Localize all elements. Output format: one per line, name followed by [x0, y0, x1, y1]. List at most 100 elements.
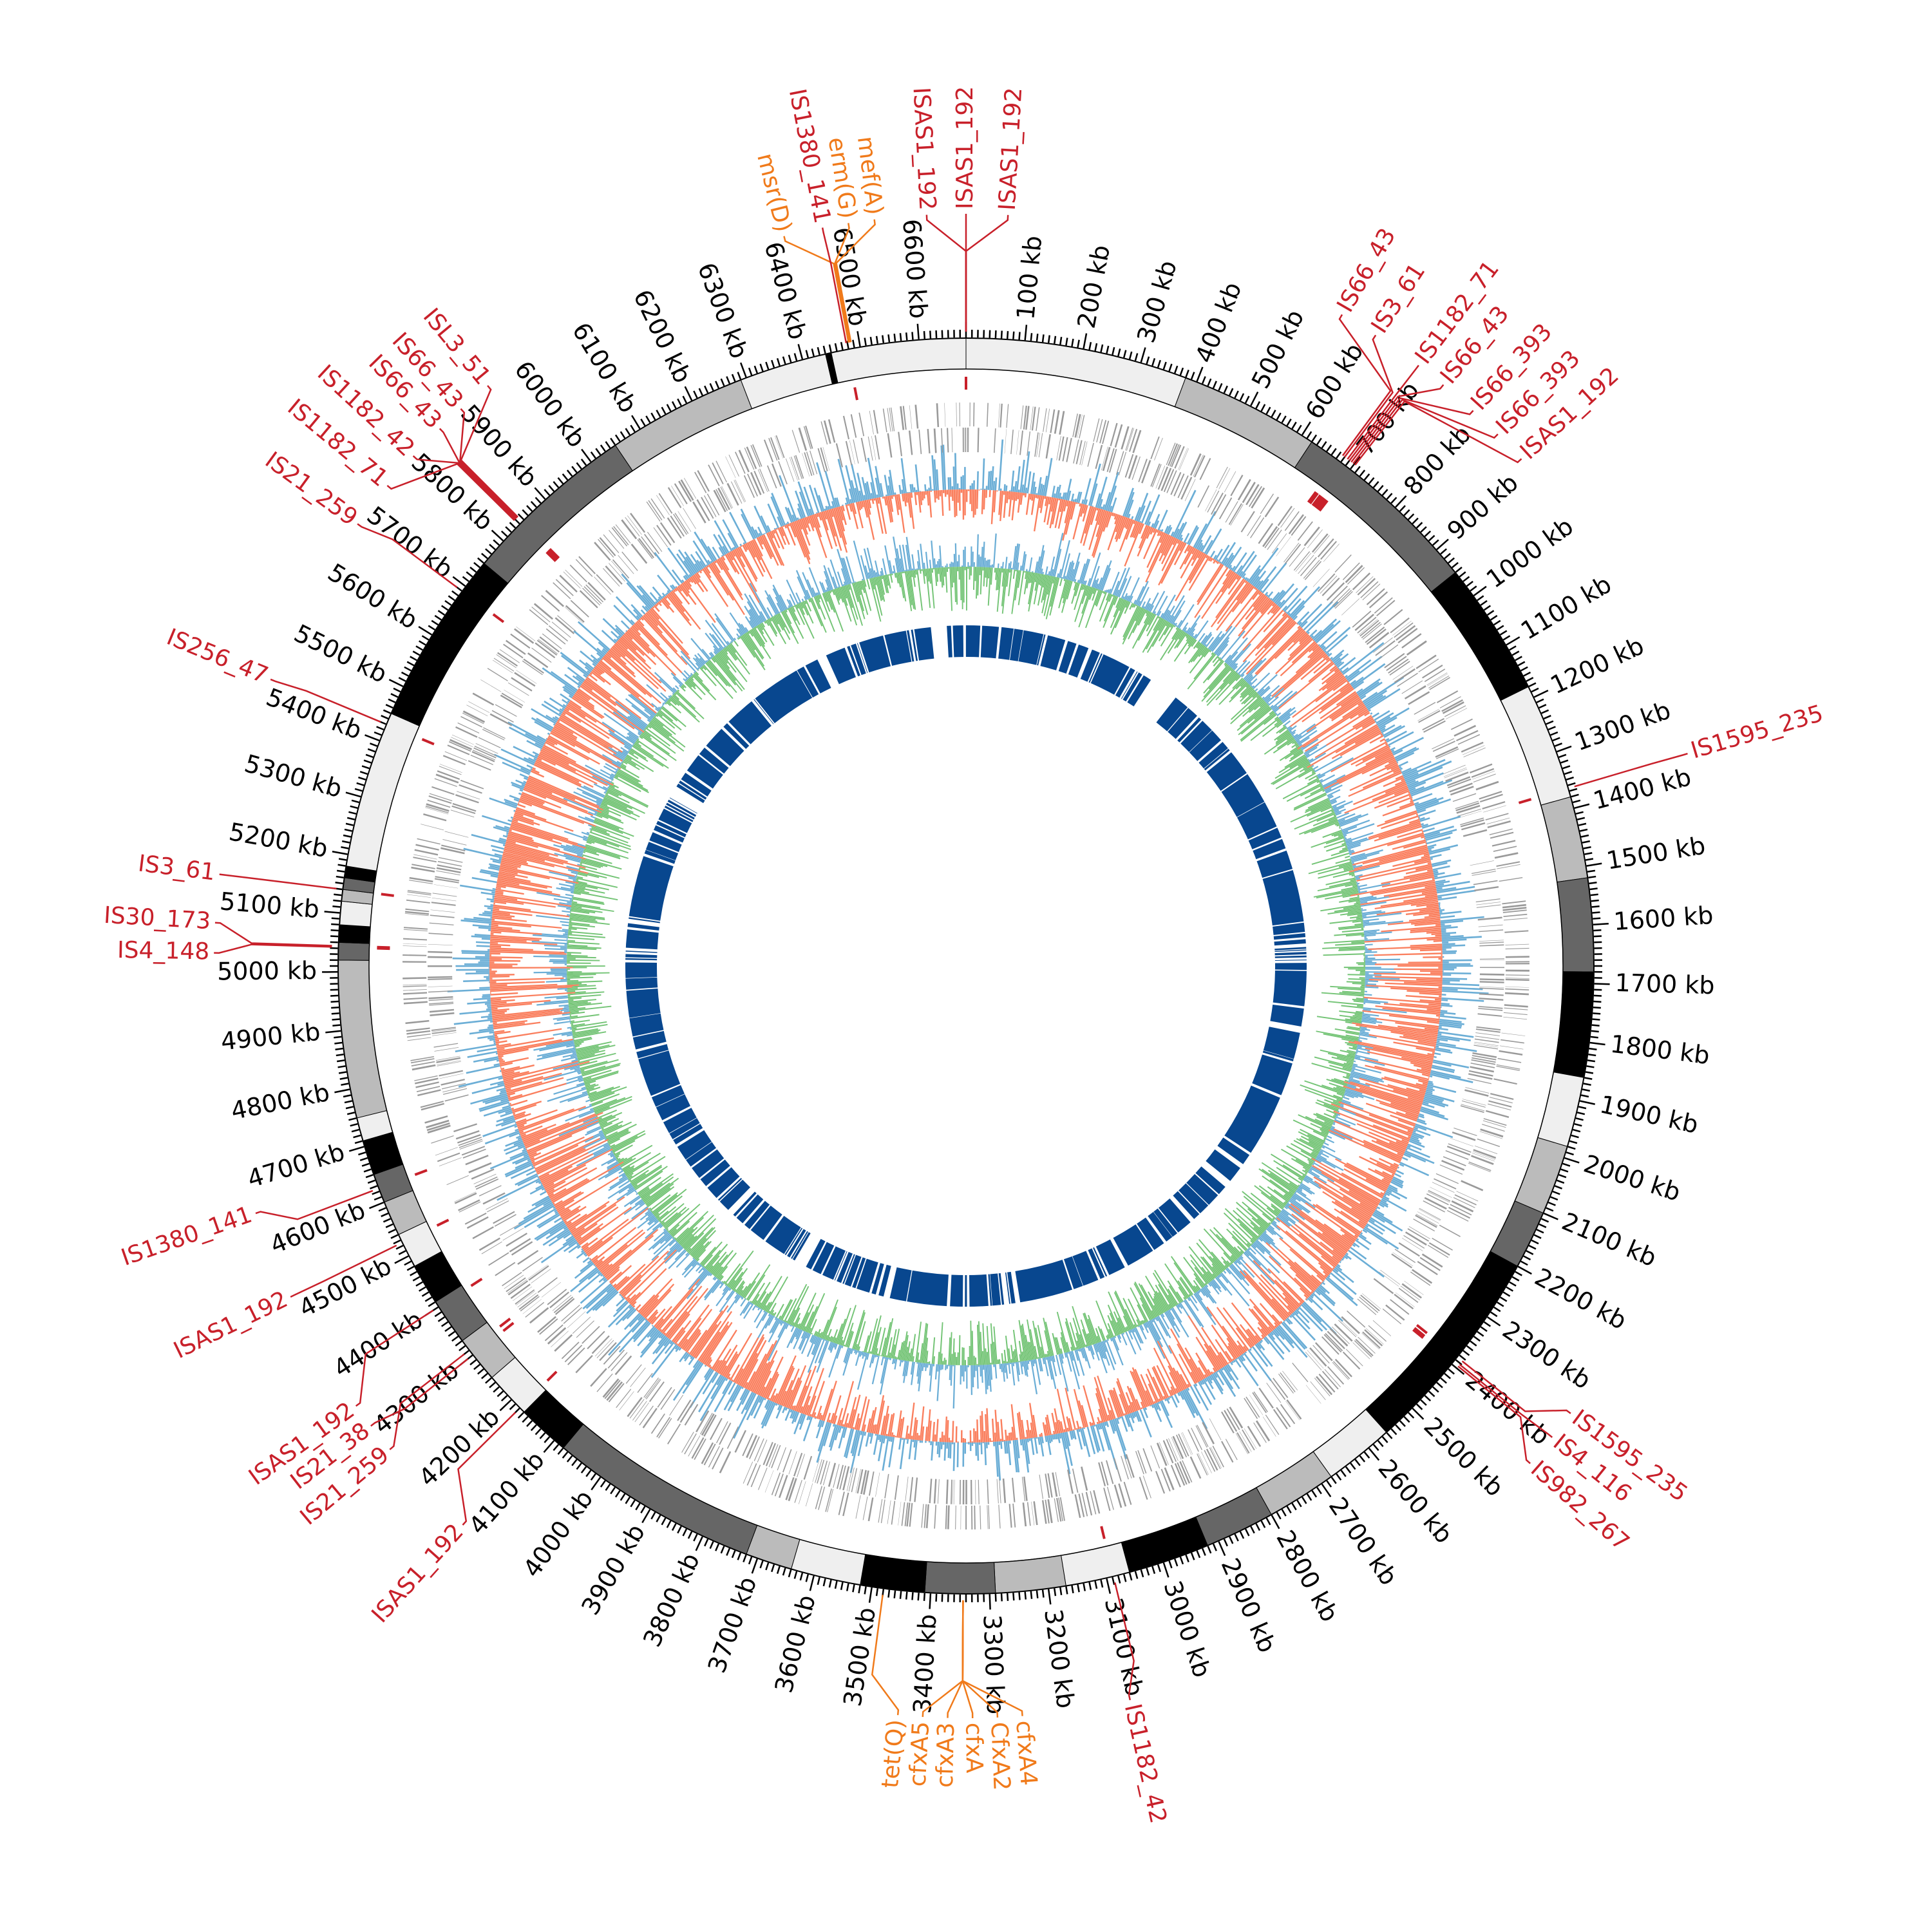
- label-connector: [1459, 1363, 1553, 1438]
- is-element-label: IS4_148: [117, 937, 332, 965]
- inner-ring-segment: [947, 625, 966, 658]
- label-connector: [1349, 384, 1444, 462]
- label-connector: [1461, 1360, 1571, 1414]
- feature-label-text: cfxA5: [905, 1721, 935, 1788]
- tick-label: 1900 kb: [1597, 1090, 1701, 1139]
- label-connector: [290, 1244, 397, 1298]
- is-element-mark: [1100, 1526, 1106, 1539]
- tick-label: 5900 kb: [455, 399, 543, 493]
- tick-label: 2500 kb: [1418, 1412, 1509, 1502]
- tick-label: 4700 kb: [244, 1137, 348, 1193]
- tick-label: 600 kb: [1300, 338, 1368, 424]
- label-connector: [389, 1353, 465, 1450]
- is-element-mark: [1414, 1327, 1426, 1338]
- is-element-mark: [546, 1370, 558, 1382]
- tick-label: 800 kb: [1398, 420, 1476, 501]
- tick-label: 200 kb: [1072, 243, 1115, 331]
- label-connector: [219, 873, 337, 890]
- label-connector: [834, 223, 851, 343]
- tick-label: 5700 kb: [362, 501, 459, 584]
- is-element-mark: [1518, 798, 1532, 804]
- karyotype-band-ring: [337, 337, 1595, 1595]
- feature-label-text: cfxA3: [932, 1722, 960, 1788]
- label-connector: [821, 227, 848, 343]
- label-connector: [457, 1412, 516, 1526]
- tick-label: 2300 kb: [1497, 1316, 1596, 1395]
- tick-label: 3600 kb: [770, 1592, 821, 1696]
- karyotype-band: [338, 924, 371, 944]
- tick-label: 2700 kb: [1323, 1492, 1403, 1591]
- tick-label: 3800 kb: [638, 1549, 705, 1651]
- label-connector: [355, 1309, 434, 1407]
- band-ring-outline: [337, 337, 1595, 1595]
- is-element-mark: [421, 738, 435, 746]
- tick-label: 5300 kb: [242, 749, 345, 803]
- tick-label: 4800 kb: [229, 1078, 332, 1126]
- tick-label: 4900 kb: [220, 1018, 322, 1056]
- tick-label: 300 kb: [1132, 257, 1182, 346]
- inner-ring-segment: [1015, 1198, 1191, 1303]
- feature-label-text: ISAS1_192: [994, 87, 1028, 211]
- karyotype-band: [337, 960, 388, 1119]
- feature-label-text: IS4_148: [117, 937, 210, 965]
- feature-label-text: IS256_47: [163, 624, 272, 689]
- label-connector: [412, 455, 516, 520]
- is-element-mark: [414, 1169, 428, 1177]
- tick-label: 4000 kb: [518, 1485, 599, 1583]
- is-element-mark: [1315, 497, 1325, 509]
- inner-ring-segment: [625, 797, 751, 1211]
- feature-label-text: IS1595_235: [1688, 700, 1826, 764]
- tick-label: 6300 kb: [692, 259, 753, 363]
- tick-label: 2800 kb: [1271, 1526, 1344, 1627]
- is-element-mark: [853, 387, 858, 401]
- resistance-gene-label: cfxA4: [961, 1600, 1042, 1786]
- label-connector: [439, 428, 517, 520]
- tick-label: 1800 kb: [1609, 1030, 1711, 1070]
- tick-label: 3700 kb: [703, 1573, 762, 1677]
- inner-ring-segment: [889, 1267, 949, 1307]
- label-connector: [214, 922, 332, 947]
- label-connector: [835, 219, 876, 343]
- is-element-label: IS30_173: [103, 902, 332, 947]
- tick-label: 6100 kb: [567, 317, 643, 417]
- inner-ring-segment: [1205, 1149, 1240, 1182]
- label-connector: [961, 1600, 974, 1718]
- band-ring-outline: [368, 368, 1564, 1564]
- tick-label: 5500 kb: [290, 619, 392, 688]
- resistance-gene-label: CfxA2: [961, 1600, 1015, 1791]
- karyotype-band: [740, 354, 833, 410]
- feature-label-text: IS1182_42: [1119, 1701, 1171, 1826]
- is-element-mark: [377, 945, 390, 949]
- feature-label-text: ISAS1_192: [366, 1519, 468, 1628]
- inner-ring-segment: [1217, 1027, 1300, 1164]
- label-connector: [270, 678, 381, 723]
- label-connector: [947, 1600, 964, 1718]
- is-element-mark: [1416, 1323, 1428, 1334]
- karyotype-band: [1195, 1487, 1272, 1546]
- is-element-marks-track: [377, 377, 1532, 1539]
- tick-label: 6600 kb: [897, 218, 933, 320]
- karyotype-band: [924, 1561, 996, 1595]
- feature-label-text: IS3_61: [137, 850, 216, 886]
- label-connector: [1343, 334, 1394, 458]
- is-element-mark: [1307, 491, 1317, 504]
- label-connector: [386, 462, 515, 521]
- label-connector: [1354, 400, 1522, 466]
- feature-label-text: cfxA: [960, 1723, 987, 1774]
- tick-label: 1200 kb: [1546, 631, 1649, 699]
- is-element-label: ISAS1_192: [952, 86, 978, 332]
- tick-label: 1400 kb: [1591, 762, 1694, 815]
- tick-label: 5100 kb: [219, 887, 321, 923]
- tick-label: 5600 kb: [323, 558, 422, 634]
- tick-label: 3400 kb: [908, 1613, 942, 1714]
- tick-label: 900 kb: [1442, 468, 1524, 545]
- is-element-mark: [549, 547, 560, 559]
- label-connector: [1457, 1365, 1531, 1464]
- tick-label: 5200 kb: [227, 817, 330, 863]
- label-connector: [1114, 1582, 1135, 1701]
- feature-label-text: CfxA2: [985, 1721, 1014, 1791]
- feature-label-text: IS30_173: [103, 902, 211, 934]
- tick-label: 2400 kb: [1460, 1365, 1555, 1450]
